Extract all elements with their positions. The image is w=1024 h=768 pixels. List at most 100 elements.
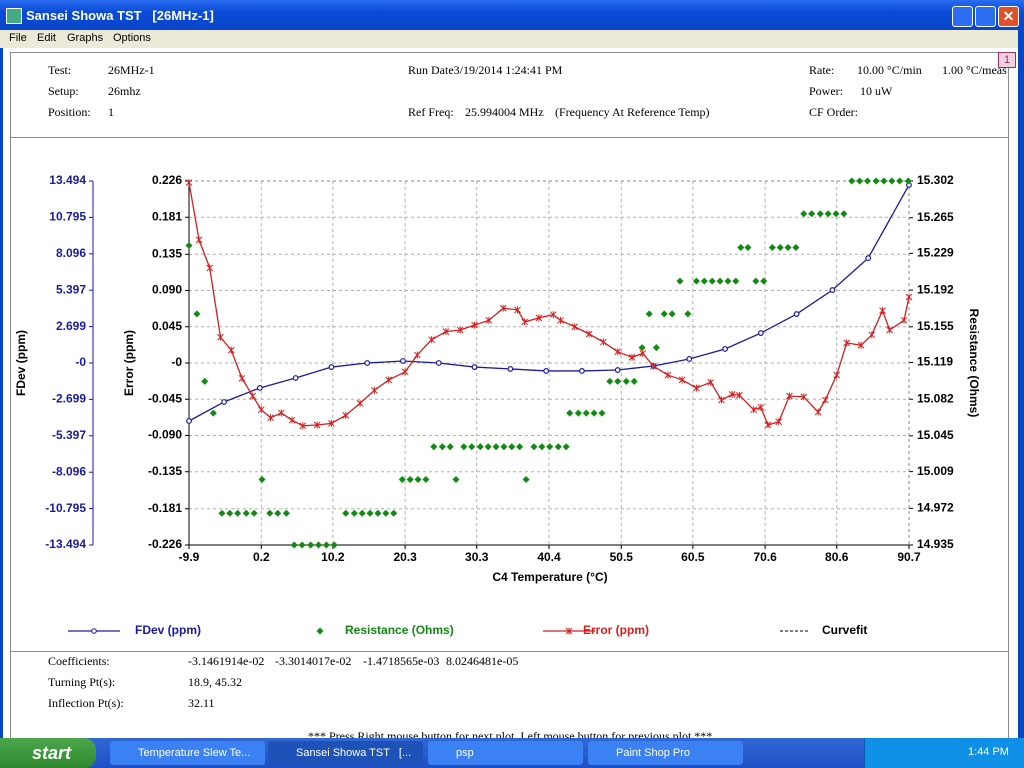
point xyxy=(664,371,672,379)
note: (Frequency At Reference Temp) xyxy=(555,105,710,119)
point xyxy=(257,406,265,414)
content-panel xyxy=(10,52,1009,743)
point xyxy=(905,293,913,301)
point xyxy=(686,356,693,362)
point xyxy=(358,509,366,517)
point xyxy=(328,419,335,427)
y-axis-title: Error (ppm) xyxy=(122,330,136,396)
label: Power: xyxy=(809,84,843,98)
y-tick-label: 0.090 xyxy=(152,283,182,297)
run-date: Run Date3/19/2014 1:24:41 PM xyxy=(408,63,563,77)
point xyxy=(614,367,621,373)
point xyxy=(668,310,676,318)
minimize-button[interactable] xyxy=(952,6,973,27)
plot-badge: 1 xyxy=(998,52,1016,68)
point xyxy=(428,336,435,344)
point xyxy=(840,210,848,218)
point xyxy=(684,310,692,318)
point xyxy=(660,310,668,318)
start-button[interactable]: start xyxy=(0,738,96,768)
point xyxy=(307,541,315,549)
point xyxy=(500,443,508,451)
x-tick-label: 30.3 xyxy=(465,550,489,564)
point xyxy=(484,443,492,451)
point xyxy=(492,443,500,451)
point xyxy=(880,177,888,185)
point xyxy=(833,371,841,379)
point xyxy=(566,409,574,417)
point xyxy=(757,403,765,411)
point xyxy=(221,399,227,405)
point xyxy=(562,443,570,451)
point xyxy=(557,316,564,324)
maximize-button[interactable] xyxy=(975,6,996,27)
y3-axis-title: FDev (ppm) xyxy=(14,330,28,396)
menu-options[interactable]: Options xyxy=(113,32,151,44)
point xyxy=(707,378,715,386)
value: 25.994004 MHz xyxy=(465,105,544,119)
y3-tick-label: 13.494 xyxy=(49,173,86,187)
point xyxy=(676,277,684,285)
point xyxy=(708,277,716,285)
point xyxy=(904,177,912,185)
point xyxy=(800,393,808,401)
y2-tick-label: 15.082 xyxy=(917,391,954,405)
point xyxy=(571,323,579,331)
taskbar-button[interactable]: psp xyxy=(428,741,583,765)
point xyxy=(872,177,880,185)
point xyxy=(471,364,478,370)
point xyxy=(290,541,298,549)
point xyxy=(374,509,382,517)
label: Ref Freq: xyxy=(408,105,454,119)
point xyxy=(217,333,224,341)
y2-axis-title: Resistance (Ohms) xyxy=(967,309,981,418)
value: 26MHz-1 xyxy=(108,63,155,77)
label: Inflection Pt(s): xyxy=(48,696,124,710)
point xyxy=(238,374,246,382)
y3-tick-label: -0 xyxy=(75,355,86,369)
taskbar-button[interactable]: Temperature Slew Te... xyxy=(110,741,265,765)
point xyxy=(366,509,374,517)
y-tick-label: -0.045 xyxy=(148,391,182,405)
legend-marker xyxy=(565,627,573,635)
value: 10.00 °C/min xyxy=(857,63,922,77)
y3-tick-label: -13.494 xyxy=(45,537,86,551)
taskbar-button[interactable]: Sansei Showa TST [... xyxy=(268,741,423,765)
point xyxy=(650,362,657,370)
close-button[interactable]: ✕ xyxy=(998,6,1019,27)
y-tick-label: -0 xyxy=(171,355,182,369)
x-tick-label: 50.5 xyxy=(610,550,634,564)
y-tick-label: 0.181 xyxy=(152,209,182,223)
point xyxy=(438,443,446,451)
taskbar-button[interactable]: Paint Shop Pro xyxy=(588,741,743,765)
point xyxy=(227,346,235,354)
y-tick-label: -0.135 xyxy=(148,464,182,478)
point xyxy=(590,409,598,417)
point xyxy=(530,443,538,451)
point xyxy=(342,509,350,517)
menu-graphs[interactable]: Graphs xyxy=(67,32,104,44)
point xyxy=(385,376,393,384)
point xyxy=(793,311,800,317)
value: 10 uW xyxy=(860,84,893,98)
point xyxy=(736,391,743,399)
point xyxy=(401,368,409,376)
point xyxy=(543,368,550,374)
point xyxy=(606,377,614,385)
point xyxy=(678,376,686,384)
point xyxy=(724,277,732,285)
y3-tick-label: 5.397 xyxy=(56,282,86,296)
menu-edit[interactable]: Edit xyxy=(37,32,56,44)
point xyxy=(250,509,258,517)
point xyxy=(185,179,193,187)
point xyxy=(242,509,250,517)
point xyxy=(292,375,299,381)
point xyxy=(792,243,800,251)
label: Rate: xyxy=(809,63,835,77)
point xyxy=(299,422,307,430)
point xyxy=(832,210,840,218)
point xyxy=(808,210,816,218)
menu-file[interactable]: File xyxy=(9,32,27,44)
point xyxy=(398,476,406,484)
point xyxy=(879,307,886,315)
